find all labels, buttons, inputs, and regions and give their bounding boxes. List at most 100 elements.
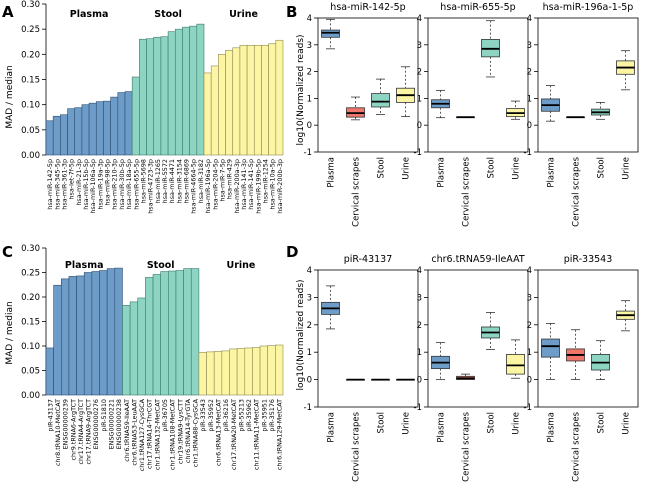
panel-b-ytick-label: 1 xyxy=(307,94,312,104)
panel-c-ytick-label: 0.15 xyxy=(21,318,40,328)
panel-d-ytick-label: 2 xyxy=(527,321,532,331)
panel-a-bar xyxy=(203,72,212,156)
panel-b-plot-frame xyxy=(427,17,529,153)
panel-b-xtick-label: Urine xyxy=(622,157,632,180)
panel-d-subplot-title: piR-43137 xyxy=(344,254,393,265)
panel-c-bar xyxy=(60,278,70,396)
panel-b-ytick-label: 2 xyxy=(307,68,312,78)
panel-d-ytick-label: 0 xyxy=(417,376,422,386)
panel-c-bar xyxy=(229,348,238,396)
panel-c-xtick-label: chr6.tRNA59-IleAAT xyxy=(123,399,131,462)
panel-d-ytick-label: 4 xyxy=(417,266,422,276)
panel-b-ytick-label: 0 xyxy=(417,121,422,131)
panel-d-xtick-label: Urine xyxy=(622,412,632,435)
panel-a-xtick-label: hsa-miR-7-5p xyxy=(218,159,226,202)
panel-a-xtick-label: hsa-miR-1265 xyxy=(154,159,162,203)
panel-b-ytick-label: 1 xyxy=(417,94,422,104)
panel-b-xtick-label: Stool xyxy=(487,157,497,179)
panel-a-xtick-label: hsa-miR-199b-5p xyxy=(254,159,262,214)
panel-c-xtick-label: chr17.tRNA4-ArgTCT xyxy=(77,399,85,465)
panel-b-ytick-label: 4 xyxy=(417,14,422,24)
panel-a-group-label: Plasma xyxy=(70,9,109,20)
panel-a-xtick-label: hsa-miR-18a-5p xyxy=(125,159,133,210)
panel-b-ytick-label: 3 xyxy=(527,41,532,51)
panel-d-xtick-label: Stool xyxy=(487,412,497,434)
panel-b-ytick-label: 3 xyxy=(307,41,312,51)
panel-letter-b: B xyxy=(286,3,297,21)
panel-d-box xyxy=(541,338,560,358)
panel-a-xtick-label: hsa-miR-200a-3p xyxy=(233,159,241,214)
panel-b-xtick-label: Plasma xyxy=(547,157,557,188)
panel-d-plot-frame xyxy=(427,269,529,408)
panel-b-subplot-title: hsa-miR-142-5p xyxy=(330,2,405,13)
panel-a-xtick-label: hsa-miR-141-5p xyxy=(247,159,255,210)
panel-a-xtick-label: hsa-miR-361-3p xyxy=(60,159,68,210)
panel-d-boxplots: piR-43137 -1 0 1 2 3 4 Plasma Cervical scrapes St… xyxy=(304,254,639,482)
panel-c-bar xyxy=(252,347,261,396)
panel-a-bar-chart: 0.00 0.05 0.10 0.15 0.20 0.25 0.30 Plasma hsa-mi… xyxy=(21,0,284,214)
panel-a-bar xyxy=(182,26,190,156)
panel-a-bar xyxy=(67,108,76,156)
panel-a-bar xyxy=(218,54,226,156)
panel-c-ylabel: MAD / median xyxy=(5,301,15,364)
panel-a-bar xyxy=(275,39,284,156)
panel-a-xtick-label: hsa-miR-6869 xyxy=(183,159,191,203)
panel-c-xtick-label: piR-43137 xyxy=(46,399,54,432)
panel-c-bar xyxy=(137,297,146,396)
panel-a-bar xyxy=(210,65,219,156)
panel-a-bar xyxy=(131,76,140,156)
panel-a-bar xyxy=(110,96,119,156)
panel-b-ytick-label: 2 xyxy=(527,68,532,78)
panel-c-xtick-label: ENSG00000239 xyxy=(62,399,70,449)
panel-b-xtick-label: Cervical scrapes xyxy=(352,156,362,226)
panel-a-xtick-label: hsa-miR-429 xyxy=(226,159,234,199)
panel-c-ytick-label: 0.05 xyxy=(21,367,40,377)
panel-a-ytick-label: 0.05 xyxy=(21,126,40,136)
panel-d-plot-frame xyxy=(317,269,419,408)
panel-c-xtick-label: piR-35951 xyxy=(260,399,268,432)
panel-a-bar xyxy=(103,100,111,156)
panel-c-xtick-label: ENSG00000238 xyxy=(115,399,123,449)
panel-b-box xyxy=(371,93,390,108)
panel-d-ytick-label: -1 xyxy=(414,403,422,413)
panel-a-ytick-label: 0.25 xyxy=(21,25,40,35)
panel-c-xtick-label: ENSG00000276 xyxy=(92,399,100,449)
panel-d-xtick-label: Plasma xyxy=(547,412,557,443)
panel-d-plot-frame xyxy=(537,269,639,408)
panel-c-bar xyxy=(145,277,154,396)
panel-c-bar xyxy=(122,305,131,396)
panel-c-ytick-label: 0.20 xyxy=(21,293,40,303)
panel-a-group-label: Urine xyxy=(229,9,258,20)
panel-a-bar xyxy=(196,23,205,156)
panel-a-xtick-label: hsa-miR-5698 xyxy=(139,159,147,203)
panel-a-bar xyxy=(52,115,61,156)
panel-c-bar xyxy=(76,275,85,396)
panel-c-ytick-label: 0.30 xyxy=(21,244,40,254)
panel-a-bar xyxy=(253,44,262,156)
panel-a-xtick-label: hsa-miR-4664-5p xyxy=(190,159,198,214)
panel-a-xtick-label: hsa-miR-141-3p xyxy=(240,159,248,210)
panel-a-xtick-label: hsa-miR-4723-3p xyxy=(147,159,155,214)
panel-d-xtick-label: Plasma xyxy=(437,412,447,443)
panel-a-bar xyxy=(246,44,255,156)
panel-a-bar xyxy=(239,44,248,156)
panel-c-xtick-label: chr9.tRNA6-ArgTCT xyxy=(69,399,77,461)
panel-d-xtick-label: Stool xyxy=(377,412,387,434)
panel-c-bar xyxy=(198,352,207,396)
panel-b-ytick-label: 0 xyxy=(307,121,312,131)
panel-c-bar xyxy=(275,344,284,396)
panel-letter-d: D xyxy=(286,243,298,261)
panel-c-bar-chart: 0.00 0.05 0.10 0.15 0.20 0.25 0.30 Plasma piR-43… xyxy=(21,244,284,471)
panel-a-bar xyxy=(60,114,68,156)
panel-b-ytick-label: 4 xyxy=(527,14,532,24)
panel-d-ytick-label: -1 xyxy=(524,403,532,413)
panel-a-xtick-label: hsa-miR-200b-3p xyxy=(276,159,284,214)
panel-b-xtick-label: Cervical scrapes xyxy=(462,156,472,226)
panel-d-ytick-label: 1 xyxy=(417,348,422,358)
panel-b-ytick-label: 0 xyxy=(527,121,532,131)
panel-a-bar xyxy=(167,31,176,156)
panel-d-ytick-label: 1 xyxy=(307,348,312,358)
panel-a-xtick-label: hsa-miR-19a-3p xyxy=(96,159,104,210)
panel-c-bar xyxy=(106,268,116,396)
